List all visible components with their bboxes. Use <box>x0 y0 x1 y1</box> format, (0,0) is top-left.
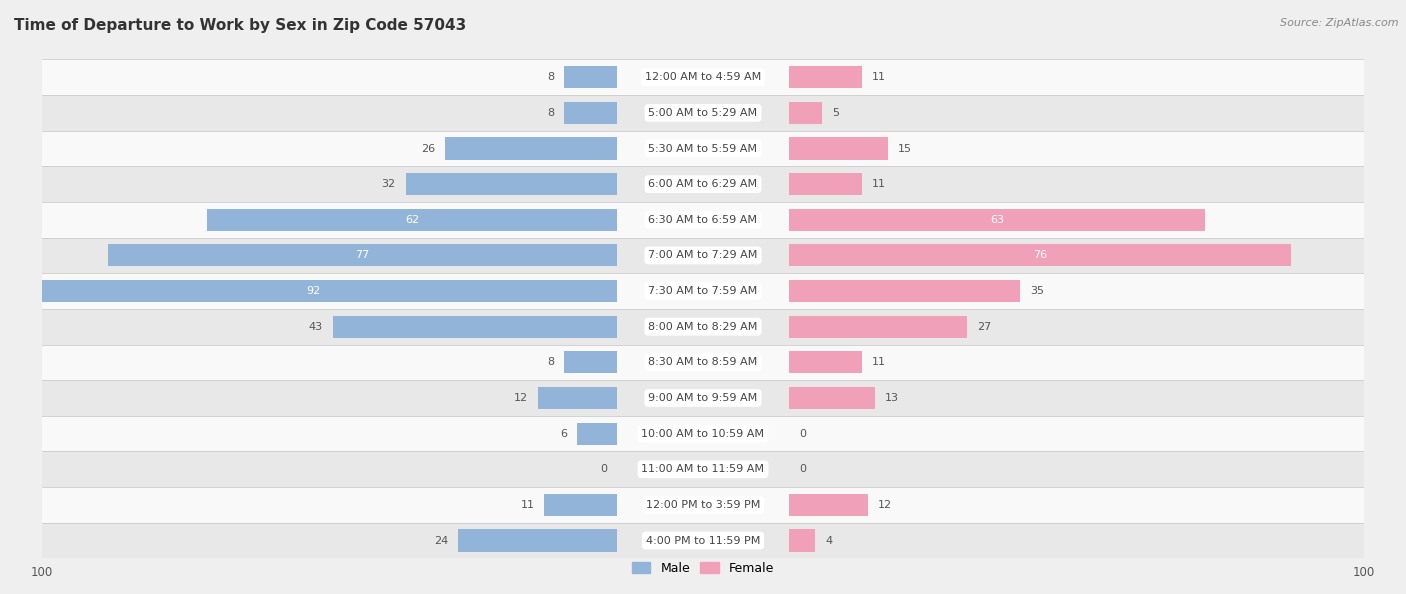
Bar <box>42 95 1364 131</box>
Text: 5:30 AM to 5:59 AM: 5:30 AM to 5:59 AM <box>648 144 758 153</box>
Text: 7:30 AM to 7:59 AM: 7:30 AM to 7:59 AM <box>648 286 758 296</box>
Text: 9:00 AM to 9:59 AM: 9:00 AM to 9:59 AM <box>648 393 758 403</box>
Text: 5:00 AM to 5:29 AM: 5:00 AM to 5:29 AM <box>648 108 758 118</box>
Bar <box>42 345 1364 380</box>
Text: 10:00 AM to 10:59 AM: 10:00 AM to 10:59 AM <box>641 429 765 438</box>
Bar <box>42 309 1364 345</box>
Bar <box>789 137 889 160</box>
Text: Source: ZipAtlas.com: Source: ZipAtlas.com <box>1281 18 1399 28</box>
Text: 24: 24 <box>434 536 449 545</box>
Text: 11: 11 <box>872 358 886 367</box>
Bar <box>446 137 617 160</box>
Bar <box>8 280 617 302</box>
Bar <box>544 494 617 516</box>
Text: 8:30 AM to 8:59 AM: 8:30 AM to 8:59 AM <box>648 358 758 367</box>
Bar <box>564 66 617 89</box>
Bar <box>207 208 617 231</box>
Text: 92: 92 <box>307 286 321 296</box>
Text: 6:30 AM to 6:59 AM: 6:30 AM to 6:59 AM <box>648 215 758 225</box>
Bar <box>789 244 1291 267</box>
Text: 11: 11 <box>520 500 534 510</box>
Text: 4:00 PM to 11:59 PM: 4:00 PM to 11:59 PM <box>645 536 761 545</box>
Text: 8: 8 <box>547 108 554 118</box>
Text: 27: 27 <box>977 322 991 331</box>
Bar <box>789 173 862 195</box>
Text: Time of Departure to Work by Sex in Zip Code 57043: Time of Departure to Work by Sex in Zip … <box>14 18 467 33</box>
Bar <box>789 102 823 124</box>
Bar <box>42 238 1364 273</box>
Text: 12:00 PM to 3:59 PM: 12:00 PM to 3:59 PM <box>645 500 761 510</box>
Bar <box>108 244 617 267</box>
Bar <box>42 523 1364 558</box>
Bar <box>537 387 617 409</box>
Bar <box>42 131 1364 166</box>
Text: 43: 43 <box>309 322 323 331</box>
Text: 12: 12 <box>513 393 527 403</box>
Bar <box>789 66 862 89</box>
Bar <box>42 487 1364 523</box>
Bar <box>42 273 1364 309</box>
Text: 12:00 AM to 4:59 AM: 12:00 AM to 4:59 AM <box>645 72 761 82</box>
Text: 5: 5 <box>832 108 839 118</box>
Bar <box>42 166 1364 202</box>
Bar <box>564 351 617 374</box>
Bar <box>458 529 617 552</box>
Text: 26: 26 <box>422 144 436 153</box>
Text: 11: 11 <box>872 72 886 82</box>
Text: 8: 8 <box>547 72 554 82</box>
Bar <box>789 387 875 409</box>
Text: 11: 11 <box>872 179 886 189</box>
Bar <box>333 315 617 338</box>
Bar <box>578 422 617 445</box>
Bar <box>789 529 815 552</box>
Text: 0: 0 <box>799 465 806 474</box>
Text: 32: 32 <box>381 179 395 189</box>
Text: 62: 62 <box>405 215 419 225</box>
Text: 6: 6 <box>561 429 568 438</box>
Text: 77: 77 <box>356 251 370 260</box>
Bar <box>42 202 1364 238</box>
Text: 13: 13 <box>884 393 898 403</box>
Text: 0: 0 <box>600 465 607 474</box>
Bar <box>42 59 1364 95</box>
Legend: Male, Female: Male, Female <box>627 557 779 580</box>
Bar <box>789 208 1205 231</box>
Bar <box>789 351 862 374</box>
Bar <box>564 102 617 124</box>
Text: 35: 35 <box>1031 286 1045 296</box>
Text: 15: 15 <box>898 144 912 153</box>
Text: 8: 8 <box>547 358 554 367</box>
Bar <box>789 315 967 338</box>
Text: 11:00 AM to 11:59 AM: 11:00 AM to 11:59 AM <box>641 465 765 474</box>
Bar <box>789 280 1021 302</box>
Bar <box>42 380 1364 416</box>
Bar <box>42 416 1364 451</box>
Text: 76: 76 <box>1033 251 1047 260</box>
Text: 4: 4 <box>825 536 832 545</box>
Bar <box>42 451 1364 487</box>
Text: 0: 0 <box>799 429 806 438</box>
Text: 63: 63 <box>990 215 1004 225</box>
Text: 6:00 AM to 6:29 AM: 6:00 AM to 6:29 AM <box>648 179 758 189</box>
Text: 7:00 AM to 7:29 AM: 7:00 AM to 7:29 AM <box>648 251 758 260</box>
Bar <box>789 494 868 516</box>
Text: 12: 12 <box>879 500 893 510</box>
Bar <box>405 173 617 195</box>
Text: 8:00 AM to 8:29 AM: 8:00 AM to 8:29 AM <box>648 322 758 331</box>
